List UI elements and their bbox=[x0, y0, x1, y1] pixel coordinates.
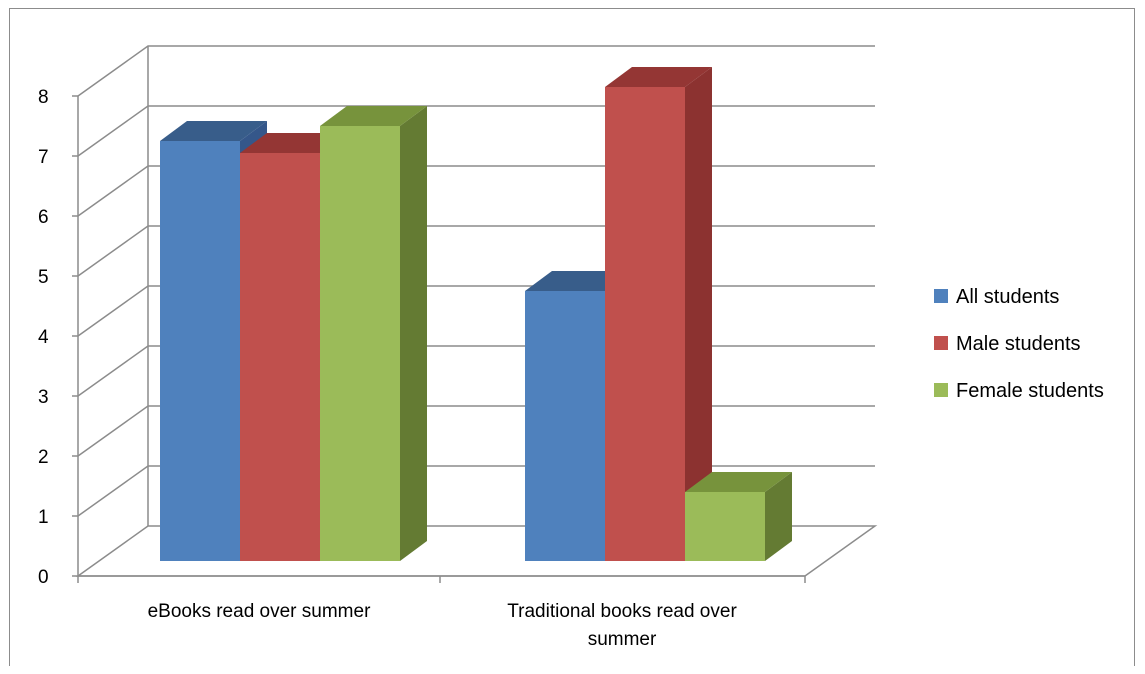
legend-label: All students bbox=[956, 286, 1059, 308]
y-tick-label: 1 bbox=[38, 507, 49, 528]
bar-front bbox=[685, 492, 765, 561]
y-tick-label: 6 bbox=[38, 207, 49, 228]
bar bbox=[685, 472, 792, 561]
legend: All students Male students Female students bbox=[934, 286, 1104, 402]
y-tick-label: 3 bbox=[38, 387, 49, 408]
bar-front bbox=[160, 141, 240, 561]
bar-side bbox=[765, 472, 792, 561]
bar bbox=[605, 67, 712, 561]
bar-side bbox=[400, 106, 427, 561]
y-tick-label: 8 bbox=[38, 87, 49, 108]
gridline bbox=[77, 45, 875, 97]
bar-top bbox=[160, 121, 267, 141]
bar-top bbox=[320, 106, 427, 126]
bar-top bbox=[605, 67, 712, 87]
y-tick-label: 5 bbox=[38, 267, 49, 288]
bars bbox=[160, 67, 792, 561]
y-tick-label: 7 bbox=[38, 147, 49, 168]
legend-label: Male students bbox=[956, 333, 1081, 355]
y-axis-tick-labels: 0 1 2 3 4 5 6 7 8 bbox=[38, 87, 49, 588]
bar-front bbox=[320, 126, 400, 561]
y-tick-label: 2 bbox=[38, 447, 49, 468]
legend-swatch bbox=[934, 336, 948, 350]
bar-front bbox=[525, 291, 605, 561]
bar-top bbox=[685, 472, 792, 492]
bar bbox=[320, 106, 427, 561]
chart-frame bbox=[9, 8, 1135, 666]
legend-swatch bbox=[934, 383, 948, 397]
x-category-label: Traditional books read over summer bbox=[507, 601, 737, 650]
legend-swatch bbox=[934, 289, 948, 303]
x-category-label: eBooks read over summer bbox=[148, 601, 371, 622]
y-tick-label: 0 bbox=[38, 567, 49, 588]
y-tick-label: 4 bbox=[38, 327, 49, 348]
chart-walls bbox=[72, 45, 878, 583]
bar-side bbox=[685, 67, 712, 561]
bar-front bbox=[240, 153, 320, 561]
x-axis-category-labels: eBooks read over summer Traditional books… bbox=[148, 601, 738, 650]
bar-front bbox=[605, 87, 685, 561]
legend-label: Female students bbox=[956, 380, 1104, 402]
